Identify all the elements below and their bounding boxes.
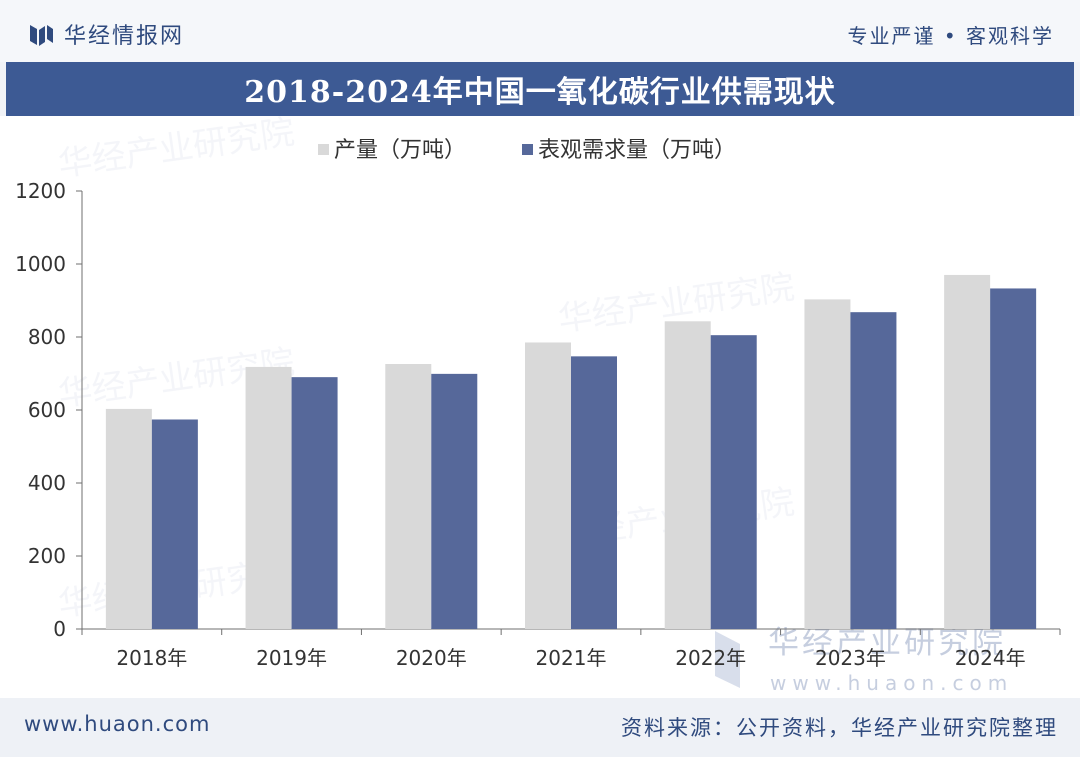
brand-name: 华经情报网	[64, 24, 185, 49]
brand-logo-icon	[30, 25, 53, 46]
legend-swatch-demand	[522, 144, 533, 155]
bar-demand	[431, 373, 478, 629]
bar-production	[664, 321, 711, 629]
chart-title: 2018-2024年中国一氧化碳行业供需现状	[244, 75, 836, 110]
bar-production	[525, 342, 571, 629]
footer-source: 资料来源：公开资料，华经产业研究院整理	[621, 716, 1058, 740]
y-tick-label: 1200	[15, 179, 66, 203]
bar-production	[385, 364, 432, 629]
bottom-bar: www.huaon.com 资料来源：公开资料，华经产业研究院整理	[0, 698, 1080, 757]
chart-area: 华经产业研究院华经产业研究院华经产业研究院华经产业研究院华经产业研究院华经产业研…	[0, 116, 1080, 698]
bar-demand	[990, 288, 1037, 629]
y-tick-label: 800	[28, 325, 66, 349]
bar-demand	[850, 312, 897, 629]
x-tick-label: 2020年	[396, 646, 467, 670]
bar-demand	[710, 335, 757, 629]
top-bar: 华经情报网 专业严谨 • 客观科学	[0, 0, 1080, 62]
bar-chart: 华经产业研究院华经产业研究院华经产业研究院华经产业研究院华经产业研究院华经产业研…	[15, 116, 1061, 695]
brand: 华经情报网	[28, 18, 184, 50]
watermark-text: 华经产业研究院	[56, 116, 297, 185]
watermark-name: 华经产业研究院	[768, 625, 1006, 661]
title-band: 2018-2024年中国一氧化碳行业供需现状	[6, 62, 1074, 116]
y-tick-label: 600	[28, 398, 66, 422]
bar-production	[804, 299, 851, 629]
bar-production	[105, 408, 152, 629]
x-tick-label: 2024年	[955, 646, 1026, 670]
bar-demand	[151, 419, 198, 629]
y-tick-label: 1000	[15, 252, 66, 276]
watermark-logo-icon	[715, 631, 740, 688]
bar-demand	[571, 356, 617, 629]
legend-swatch-production	[318, 144, 329, 155]
x-tick-label: 2019年	[256, 646, 327, 670]
bar-production	[245, 366, 292, 629]
x-tick-label: 2018年	[116, 646, 187, 670]
watermark-url: www.huaon.com	[770, 671, 1013, 695]
y-tick-label: 200	[28, 544, 66, 568]
bar-demand	[291, 377, 338, 629]
slogan: 专业严谨 • 客观科学	[847, 24, 1054, 48]
x-tick-label: 2021年	[536, 646, 607, 670]
x-tick-label: 2022年	[675, 646, 746, 670]
footer-website: www.huaon.com	[24, 712, 211, 736]
legend-label-production: 产量（万吨）	[334, 138, 466, 163]
y-tick-label: 400	[28, 471, 66, 495]
legend-label-demand: 表观需求量（万吨）	[538, 138, 736, 163]
y-tick-label: 0	[53, 617, 66, 641]
bar-production	[944, 274, 991, 629]
x-tick-label: 2023年	[815, 646, 886, 670]
